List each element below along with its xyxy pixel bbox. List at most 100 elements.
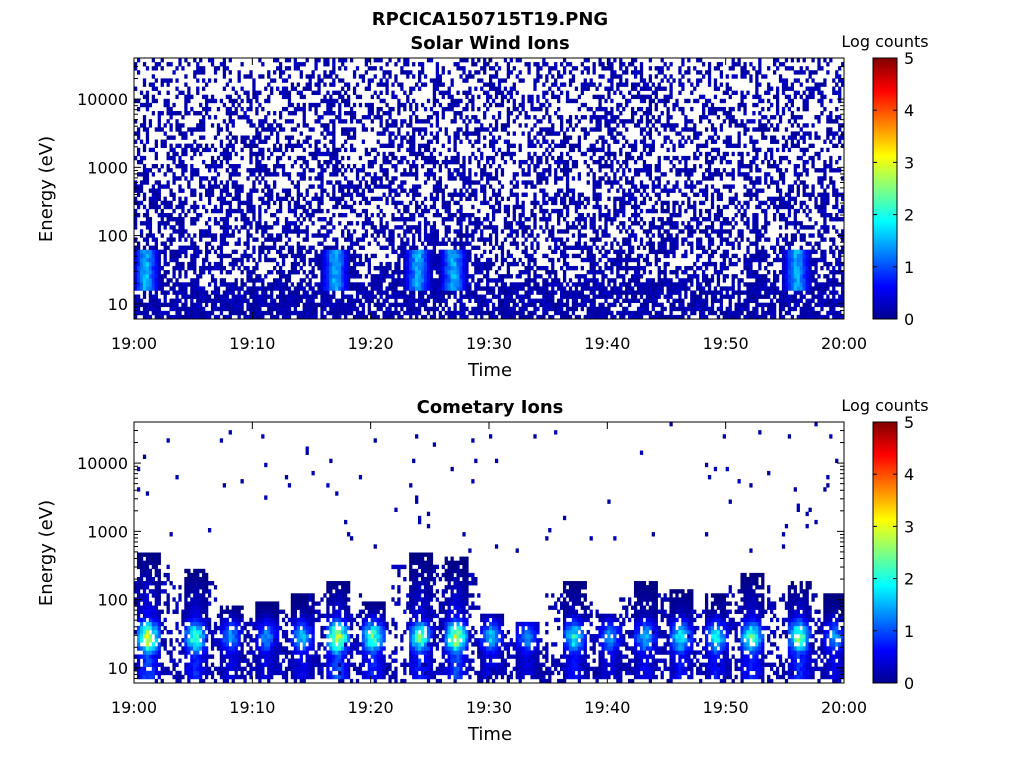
heatmap-cell — [554, 274, 558, 279]
heatmap-cell — [355, 119, 360, 124]
heatmap-cell — [548, 164, 552, 169]
heatmap-cell — [412, 257, 416, 263]
heatmap-cell — [154, 139, 158, 144]
heatmap-cell — [429, 115, 434, 120]
heatmap-cell — [474, 245, 478, 250]
heatmap-cell — [486, 270, 490, 275]
heatmap-cell — [474, 229, 478, 234]
heatmap-cell — [287, 155, 292, 161]
heatmap-cell — [249, 151, 253, 157]
heatmap-cell — [163, 212, 167, 218]
heatmap-cell — [494, 253, 499, 259]
heatmap-cell — [332, 278, 336, 283]
heatmap-cell — [278, 208, 283, 214]
heatmap-cell — [577, 217, 582, 222]
heatmap-cell — [545, 168, 549, 173]
heatmap-cell — [234, 302, 238, 308]
heatmap-cell — [432, 314, 437, 319]
heatmap-cell — [142, 265, 147, 271]
heatmap-cell — [500, 314, 505, 319]
heatmap-cell — [234, 151, 238, 157]
heatmap-cell — [216, 265, 221, 271]
heatmap-cell — [193, 261, 197, 267]
heatmap-cell — [397, 82, 401, 87]
heatmap-cell — [202, 135, 206, 140]
heatmap-cell — [373, 229, 377, 234]
heatmap-cell — [213, 98, 218, 104]
heatmap-cell — [169, 217, 173, 222]
heatmap-cell — [459, 217, 463, 222]
heatmap-cell — [373, 225, 377, 230]
heatmap-cell — [278, 286, 283, 291]
heatmap-cell — [145, 314, 150, 319]
heatmap-cell — [562, 290, 567, 295]
heatmap-cell — [465, 265, 469, 271]
heatmap-cell — [163, 78, 167, 83]
heatmap-cell — [341, 249, 345, 255]
heatmap-cell — [391, 164, 395, 169]
heatmap-cell — [568, 115, 573, 120]
heatmap-cell — [418, 265, 422, 271]
heatmap-cell — [403, 249, 407, 255]
heatmap-cell — [361, 196, 366, 202]
heatmap-cell — [415, 172, 419, 177]
heatmap-cell — [382, 151, 386, 157]
heatmap-cell — [175, 249, 179, 255]
heatmap-cell — [394, 176, 398, 181]
heatmap-cell — [184, 282, 188, 287]
heatmap-cell — [574, 217, 579, 222]
heatmap-cell — [293, 229, 298, 234]
heatmap-cell — [320, 278, 324, 283]
heatmap-cell — [592, 278, 596, 283]
heatmap-cell — [184, 294, 188, 299]
heatmap-cell — [210, 58, 215, 63]
heatmap-cell — [225, 282, 229, 287]
heatmap-cell — [462, 176, 466, 181]
heatmap-cell — [202, 294, 206, 299]
heatmap-cell — [320, 253, 324, 259]
heatmap-cell — [379, 131, 383, 136]
heatmap-cell — [169, 127, 173, 132]
heatmap-cell — [471, 131, 475, 136]
heatmap-cell — [391, 106, 395, 112]
heatmap-cell — [202, 298, 206, 303]
heatmap-cell — [500, 102, 505, 108]
heatmap-cell — [338, 147, 342, 153]
heatmap-cell — [453, 310, 457, 316]
heatmap-cell — [509, 294, 513, 299]
heatmap-cell — [391, 314, 395, 319]
heatmap-cell — [542, 94, 546, 100]
heatmap-cell — [154, 261, 158, 267]
heatmap-cell — [276, 237, 280, 242]
heatmap-cell — [462, 241, 466, 246]
heatmap-cell — [447, 139, 451, 144]
heatmap-cell — [459, 221, 463, 226]
heatmap-cell — [341, 302, 345, 308]
heatmap-cell — [373, 278, 377, 283]
heatmap-cell — [379, 290, 383, 295]
heatmap-cell — [574, 159, 579, 165]
heatmap-cell — [163, 143, 167, 149]
heatmap-cell — [246, 143, 250, 149]
heatmap-cell — [418, 229, 422, 234]
heatmap-cell — [486, 180, 490, 185]
heatmap-cell — [524, 290, 528, 295]
heatmap-cell — [494, 294, 499, 299]
heatmap-cell — [154, 290, 158, 295]
heatmap-cell — [565, 192, 570, 197]
heatmap-cell — [539, 127, 543, 132]
heatmap-cell — [136, 270, 141, 275]
heatmap-cell — [160, 143, 164, 149]
heatmap-cell — [142, 82, 147, 87]
heatmap-cell — [512, 86, 516, 91]
heatmap-cell — [341, 192, 345, 197]
heatmap-cell — [536, 282, 540, 287]
heatmap-cell — [205, 147, 209, 153]
heatmap-cell — [261, 278, 265, 283]
heatmap-cell — [157, 221, 161, 226]
heatmap-cell — [465, 106, 469, 112]
heatmap-cell — [438, 164, 442, 169]
heatmap-cell — [338, 298, 342, 303]
heatmap-cell — [332, 196, 336, 202]
heatmap-cell — [320, 184, 324, 189]
